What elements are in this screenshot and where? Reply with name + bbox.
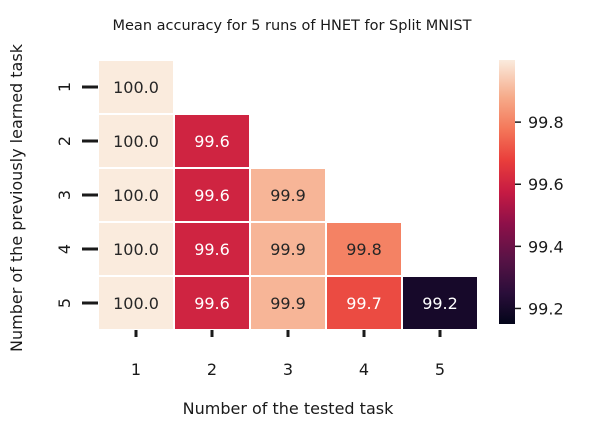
x-tick-label: 3 xyxy=(283,360,293,379)
cell-value-label: 100.0 xyxy=(113,132,159,151)
y-tick-label: 3 xyxy=(55,190,74,200)
y-tick-label: 1 xyxy=(55,82,74,92)
x-tick-label: 2 xyxy=(207,360,217,379)
heatmap-cell xyxy=(173,275,251,331)
chart-title: Mean accuracy for 5 runs of HNET for Spl… xyxy=(113,18,472,34)
cell-value-label: 99.6 xyxy=(194,240,230,259)
heatmap-cells xyxy=(97,59,479,331)
cell-value-label: 99.8 xyxy=(346,240,382,259)
heatmap-cell xyxy=(249,167,327,223)
heatmap-cell xyxy=(325,221,403,277)
cell-value-label: 99.6 xyxy=(194,294,230,313)
x-tick-label: 4 xyxy=(359,360,369,379)
heatmap-cell xyxy=(325,275,403,331)
colorbar-tick-label: 99.8 xyxy=(528,113,564,132)
cell-value-label: 99.6 xyxy=(194,132,230,151)
cell-value-label: 100.0 xyxy=(113,186,159,205)
colorbar-tick-label: 99.4 xyxy=(528,237,564,256)
heatmap-cell xyxy=(173,221,251,277)
x-tick-label: 5 xyxy=(435,360,445,379)
x-axis-ticks: 1 2 3 4 5 xyxy=(131,330,445,379)
heatmap-cell-labels: 100.0 100.0 99.6 100.0 99.6 99.9 100.0 99.6 99.9… xyxy=(113,78,458,313)
x-tick-label: 1 xyxy=(131,360,141,379)
cell-value-label: 99.9 xyxy=(270,240,306,259)
cell-value-label: 99.6 xyxy=(194,186,230,205)
cell-value-label: 100.0 xyxy=(113,78,159,97)
x-axis-label: Number of the tested task xyxy=(183,399,394,418)
cell-value-label: 99.2 xyxy=(422,294,458,313)
cell-value-label: 99.9 xyxy=(270,186,306,205)
colorbar-ticks: 99.2 99.4 99.6 99.8 xyxy=(515,113,564,318)
y-tick-label: 5 xyxy=(55,298,74,308)
colorbar xyxy=(499,60,515,324)
cell-value-label: 100.0 xyxy=(113,240,159,259)
y-tick-label: 4 xyxy=(55,244,74,254)
cell-value-label: 99.7 xyxy=(346,294,382,313)
cell-value-label: 99.9 xyxy=(270,294,306,313)
y-tick-label: 2 xyxy=(55,136,74,146)
cell-value-label: 100.0 xyxy=(113,294,159,313)
y-axis-label: Number of the previously learned task xyxy=(7,43,26,352)
y-axis-ticks: 1 2 3 4 5 xyxy=(55,82,98,308)
colorbar-tick-label: 99.2 xyxy=(528,299,564,318)
heatmap-cell xyxy=(97,113,175,169)
colorbar-tick-label: 99.6 xyxy=(528,175,564,194)
